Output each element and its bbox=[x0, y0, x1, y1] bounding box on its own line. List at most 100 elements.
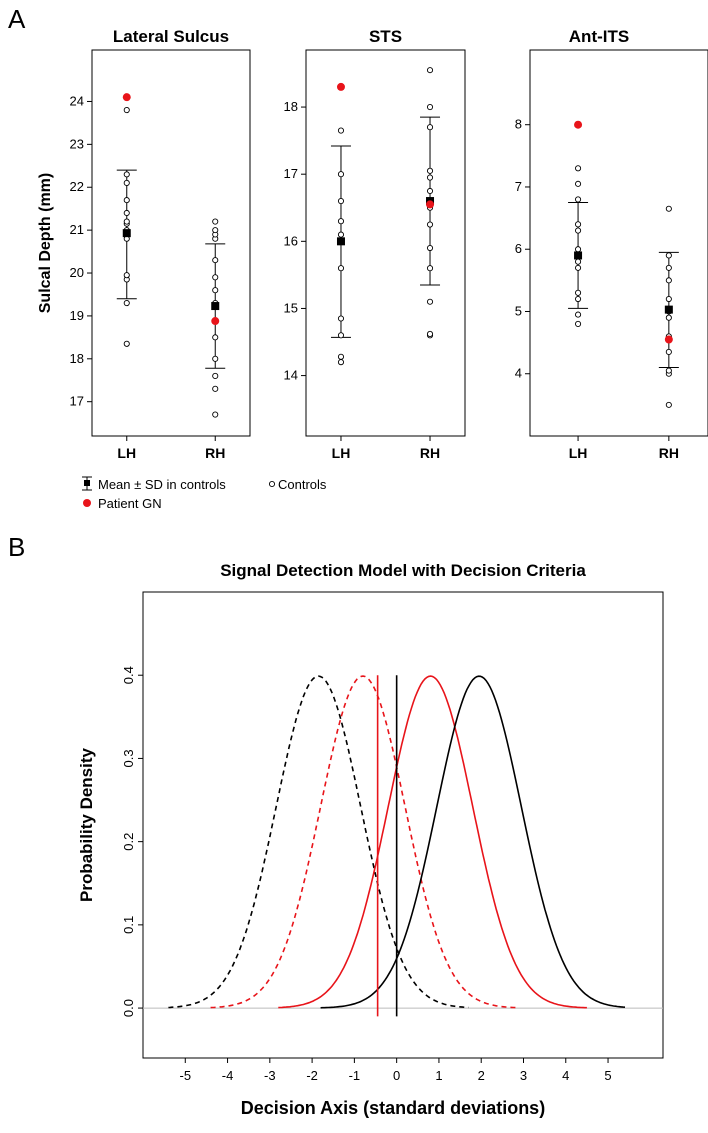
x-tick-label: -5 bbox=[179, 1068, 191, 1083]
control-point bbox=[575, 311, 582, 318]
patient-point bbox=[122, 93, 131, 102]
control-point bbox=[123, 272, 130, 279]
control-point bbox=[575, 258, 582, 265]
sdt-title: Signal Detection Model with Decision Cri… bbox=[220, 561, 586, 580]
x-tick-label: -4 bbox=[222, 1068, 234, 1083]
control-point bbox=[212, 385, 219, 392]
y-tick-label: 17 bbox=[284, 166, 298, 181]
y-tick-label: 17 bbox=[70, 394, 84, 409]
control-point bbox=[665, 295, 672, 303]
y-tick-label: 15 bbox=[284, 300, 298, 315]
patient-point bbox=[426, 200, 435, 209]
plot-frame-1 bbox=[91, 49, 251, 437]
legend-patient: Patient GN bbox=[98, 496, 162, 511]
control-point bbox=[665, 314, 672, 321]
x-tick-label: 3 bbox=[520, 1068, 527, 1083]
control-point bbox=[123, 299, 130, 307]
patient-point bbox=[574, 120, 583, 129]
control-point bbox=[337, 353, 345, 360]
control-point bbox=[337, 265, 345, 272]
panel-a-letter: A bbox=[8, 4, 26, 34]
y-tick-label: 20 bbox=[70, 265, 84, 280]
control-point bbox=[212, 227, 219, 234]
control-point bbox=[665, 367, 672, 374]
control-point bbox=[575, 180, 582, 187]
control-point bbox=[123, 197, 130, 204]
sdt-x-axis-label: Decision Axis (standard deviations) bbox=[241, 1098, 545, 1118]
control-point bbox=[575, 196, 582, 203]
legend-mean-sd: Mean ± SD in controls bbox=[98, 477, 226, 492]
control-point bbox=[575, 295, 582, 303]
control-point bbox=[426, 104, 434, 111]
control-point bbox=[426, 174, 434, 181]
y-tick-label: 24 bbox=[70, 93, 84, 108]
control-point bbox=[665, 264, 672, 271]
y-tick-label: 22 bbox=[70, 179, 84, 194]
category-label: LH bbox=[117, 445, 136, 461]
sdt-plot-frame bbox=[142, 591, 664, 1059]
control-point bbox=[575, 289, 582, 296]
x-tick-label: -2 bbox=[306, 1068, 318, 1083]
density-curve-4 bbox=[320, 675, 626, 1009]
control-point bbox=[337, 231, 345, 238]
density-curve-3 bbox=[278, 675, 587, 1009]
y-tick-label: 16 bbox=[284, 233, 298, 248]
control-point bbox=[426, 298, 434, 305]
control-point bbox=[575, 221, 582, 228]
control-point bbox=[212, 257, 219, 264]
mean-marker bbox=[211, 302, 220, 311]
control-point bbox=[123, 171, 130, 178]
y-tick-label: 5 bbox=[515, 303, 522, 318]
control-point bbox=[575, 246, 582, 253]
y-tick-label: 21 bbox=[70, 222, 84, 237]
category-label: LH bbox=[569, 445, 588, 461]
control-point bbox=[337, 171, 345, 178]
mean-marker bbox=[664, 305, 673, 314]
legend-control-marker bbox=[268, 480, 276, 488]
x-tick-label: 4 bbox=[562, 1068, 569, 1083]
control-point bbox=[665, 277, 672, 284]
x-tick-label: -1 bbox=[349, 1068, 361, 1083]
control-point bbox=[665, 205, 672, 212]
control-point bbox=[426, 330, 434, 338]
sdt-y-axis-label: Probability Density bbox=[77, 747, 96, 902]
y-tick-label: 23 bbox=[70, 136, 84, 151]
x-tick-label: -3 bbox=[264, 1068, 276, 1083]
y-tick-label: 8 bbox=[515, 117, 522, 132]
x-tick-label: 1 bbox=[435, 1068, 442, 1083]
control-point bbox=[426, 187, 434, 195]
legend-controls: Controls bbox=[278, 477, 327, 492]
category-label: RH bbox=[205, 445, 225, 461]
plot-frame-3 bbox=[529, 49, 708, 437]
y-tick-label: 14 bbox=[284, 368, 298, 383]
y-tick-label: 0.1 bbox=[121, 916, 136, 934]
control-point bbox=[212, 274, 219, 281]
y-tick-label: 0.4 bbox=[121, 666, 136, 684]
panel-b-letter: B bbox=[8, 532, 26, 562]
y-tick-label: 0.0 bbox=[121, 999, 136, 1017]
control-point bbox=[426, 67, 434, 74]
x-tick-label: 2 bbox=[478, 1068, 485, 1083]
control-point bbox=[123, 209, 130, 217]
control-point bbox=[212, 355, 219, 362]
control-point bbox=[123, 179, 130, 187]
control-point bbox=[575, 165, 582, 172]
y-tick-label: 7 bbox=[515, 179, 522, 194]
control-point bbox=[212, 411, 219, 418]
y-tick-label: 18 bbox=[70, 351, 84, 366]
control-point bbox=[123, 106, 130, 114]
mean-marker bbox=[122, 229, 131, 238]
plot-frame-2 bbox=[305, 49, 466, 437]
y-tick-label: 0.3 bbox=[121, 749, 136, 767]
control-point bbox=[123, 218, 130, 225]
x-tick-label: 0 bbox=[393, 1068, 400, 1083]
category-label: LH bbox=[332, 445, 351, 461]
y-tick-label: 18 bbox=[284, 99, 298, 114]
y-tick-label: 19 bbox=[70, 308, 84, 323]
control-point bbox=[212, 334, 219, 341]
control-point bbox=[426, 167, 434, 174]
control-point bbox=[575, 264, 582, 271]
density-curve-2 bbox=[210, 675, 520, 1009]
control-point bbox=[337, 197, 345, 205]
